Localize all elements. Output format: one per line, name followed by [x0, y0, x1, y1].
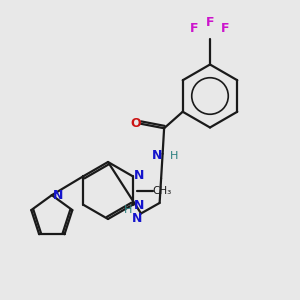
Text: N: N — [53, 189, 64, 202]
Text: H: H — [124, 205, 133, 215]
Text: N: N — [134, 200, 145, 212]
Text: N: N — [134, 169, 145, 182]
Text: N: N — [132, 212, 142, 225]
Text: O: O — [130, 117, 141, 130]
Text: N: N — [152, 149, 162, 162]
Text: F: F — [190, 22, 199, 35]
Text: CH₃: CH₃ — [152, 185, 172, 196]
Text: F: F — [221, 22, 230, 35]
Text: F: F — [206, 16, 214, 29]
Text: H: H — [170, 151, 178, 161]
